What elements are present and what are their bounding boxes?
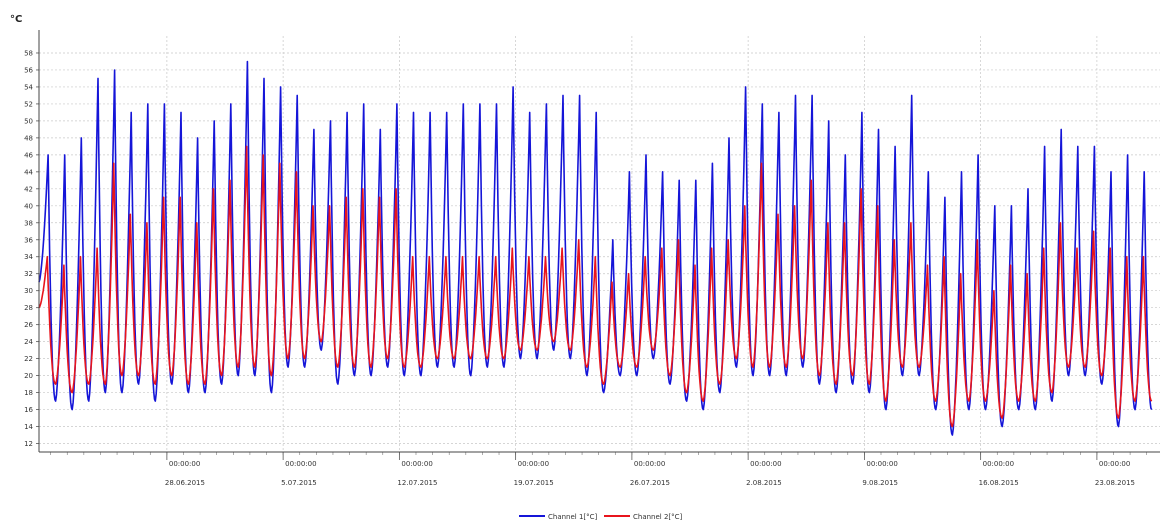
y-tick-label: 16: [24, 406, 33, 414]
x-tick-time-label: 00:00:00: [634, 460, 665, 468]
y-tick-label: 30: [24, 287, 33, 295]
x-tick-time-label: 00:00:00: [285, 460, 316, 468]
x-tick-time-label: 00:00:00: [1099, 460, 1130, 468]
y-tick-label: 38: [24, 219, 33, 227]
x-tick-time-label: 00:00:00: [401, 460, 432, 468]
y-tick-label: 40: [24, 202, 33, 210]
x-tick-date-label: 23.08.2015: [1095, 479, 1135, 487]
y-tick-label: 46: [24, 151, 33, 159]
x-tick-date-label: 9.08.2015: [862, 479, 898, 487]
x-tick-time-label: 00:00:00: [750, 460, 781, 468]
y-tick-label: 42: [24, 185, 33, 193]
x-tick-date-label: 12.07.2015: [397, 479, 437, 487]
x-tick-time-label: 00:00:00: [866, 460, 897, 468]
y-tick-label: 36: [24, 236, 33, 244]
y-tick-label: 14: [24, 423, 33, 431]
y-axis-unit-label: °C: [10, 14, 22, 25]
legend-label-channel-2: Channel 2[°C]: [633, 513, 683, 521]
y-tick-label: 58: [24, 49, 33, 57]
series-line-channel-2: [38, 145, 1153, 428]
series-layer: [38, 60, 1153, 436]
x-tick-date-label: 5.07.2015: [281, 479, 317, 487]
x-tick-date-label: 2.08.2015: [746, 479, 782, 487]
y-tick-label: 20: [24, 372, 33, 380]
y-tick-label: 22: [24, 355, 33, 363]
y-tick-label: 34: [24, 253, 33, 261]
x-tick-date-label: 19.07.2015: [514, 479, 554, 487]
y-tick-label: 48: [24, 134, 33, 142]
y-tick-label: 12: [24, 440, 33, 448]
y-tick-label: 32: [24, 270, 33, 278]
y-tick-label: 50: [24, 117, 33, 125]
y-tick-label: 24: [24, 338, 33, 346]
x-tick-date-label: 16.08.2015: [979, 479, 1019, 487]
y-tick-label: 54: [24, 83, 33, 91]
x-tick-time-label: 00:00:00: [983, 460, 1014, 468]
y-tick-label: 18: [24, 389, 33, 397]
legend: Channel 1[°C] Channel 2[°C]: [519, 513, 683, 521]
y-tick-label: 52: [24, 100, 33, 108]
y-tick-label: 28: [24, 304, 33, 312]
x-tick-time-label: 00:00:00: [518, 460, 549, 468]
y-tick-label: 26: [24, 321, 33, 329]
x-tick-date-label: 28.06.2015: [165, 479, 205, 487]
legend-label-channel-1: Channel 1[°C]: [548, 513, 598, 521]
y-tick-label: 44: [24, 168, 33, 176]
axis-layer: 12 14 16 18 20 22 24 26 28 30 32 34 36 38 40 42 44 46 48 50…: [24, 30, 1160, 487]
x-tick-date-label: 26.07.2015: [630, 479, 670, 487]
x-tick-time-label: 00:00:00: [169, 460, 200, 468]
y-tick-label: 56: [24, 66, 33, 74]
